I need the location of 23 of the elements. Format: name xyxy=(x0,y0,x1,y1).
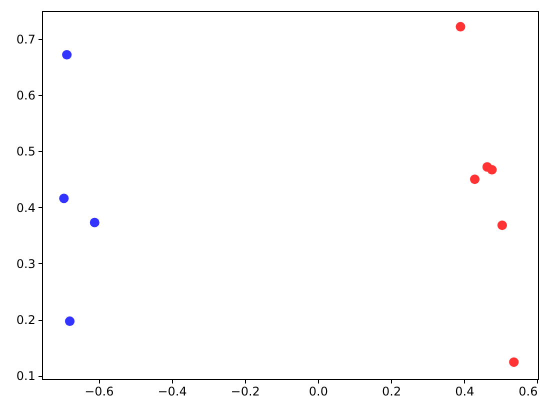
y-tick-label: 0.3 xyxy=(16,256,36,271)
point xyxy=(456,22,466,32)
point xyxy=(470,174,480,184)
point xyxy=(90,218,100,228)
x-tick-label: −0.6 xyxy=(84,384,114,398)
point xyxy=(62,50,72,60)
x-tick-label: 0.6 xyxy=(518,384,538,398)
y-tick-label: 0.4 xyxy=(16,200,36,215)
x-tick-label: 0.2 xyxy=(382,384,402,398)
y-tick-label: 0.5 xyxy=(16,144,36,159)
point xyxy=(59,194,69,204)
y-tick-label: 0.2 xyxy=(16,313,36,328)
y-tick-label: 0.7 xyxy=(16,32,36,47)
x-tick-label: −0.4 xyxy=(158,384,187,398)
x-tick-label: −0.2 xyxy=(230,384,260,398)
point xyxy=(497,220,507,230)
x-tick-label: 0.4 xyxy=(455,384,474,398)
point xyxy=(487,164,497,175)
y-tick-label: 0.6 xyxy=(16,88,36,103)
x-tick-label: 0.0 xyxy=(308,384,328,398)
point xyxy=(64,316,75,326)
point xyxy=(509,357,519,367)
y-tick-label: 0.1 xyxy=(16,369,36,384)
